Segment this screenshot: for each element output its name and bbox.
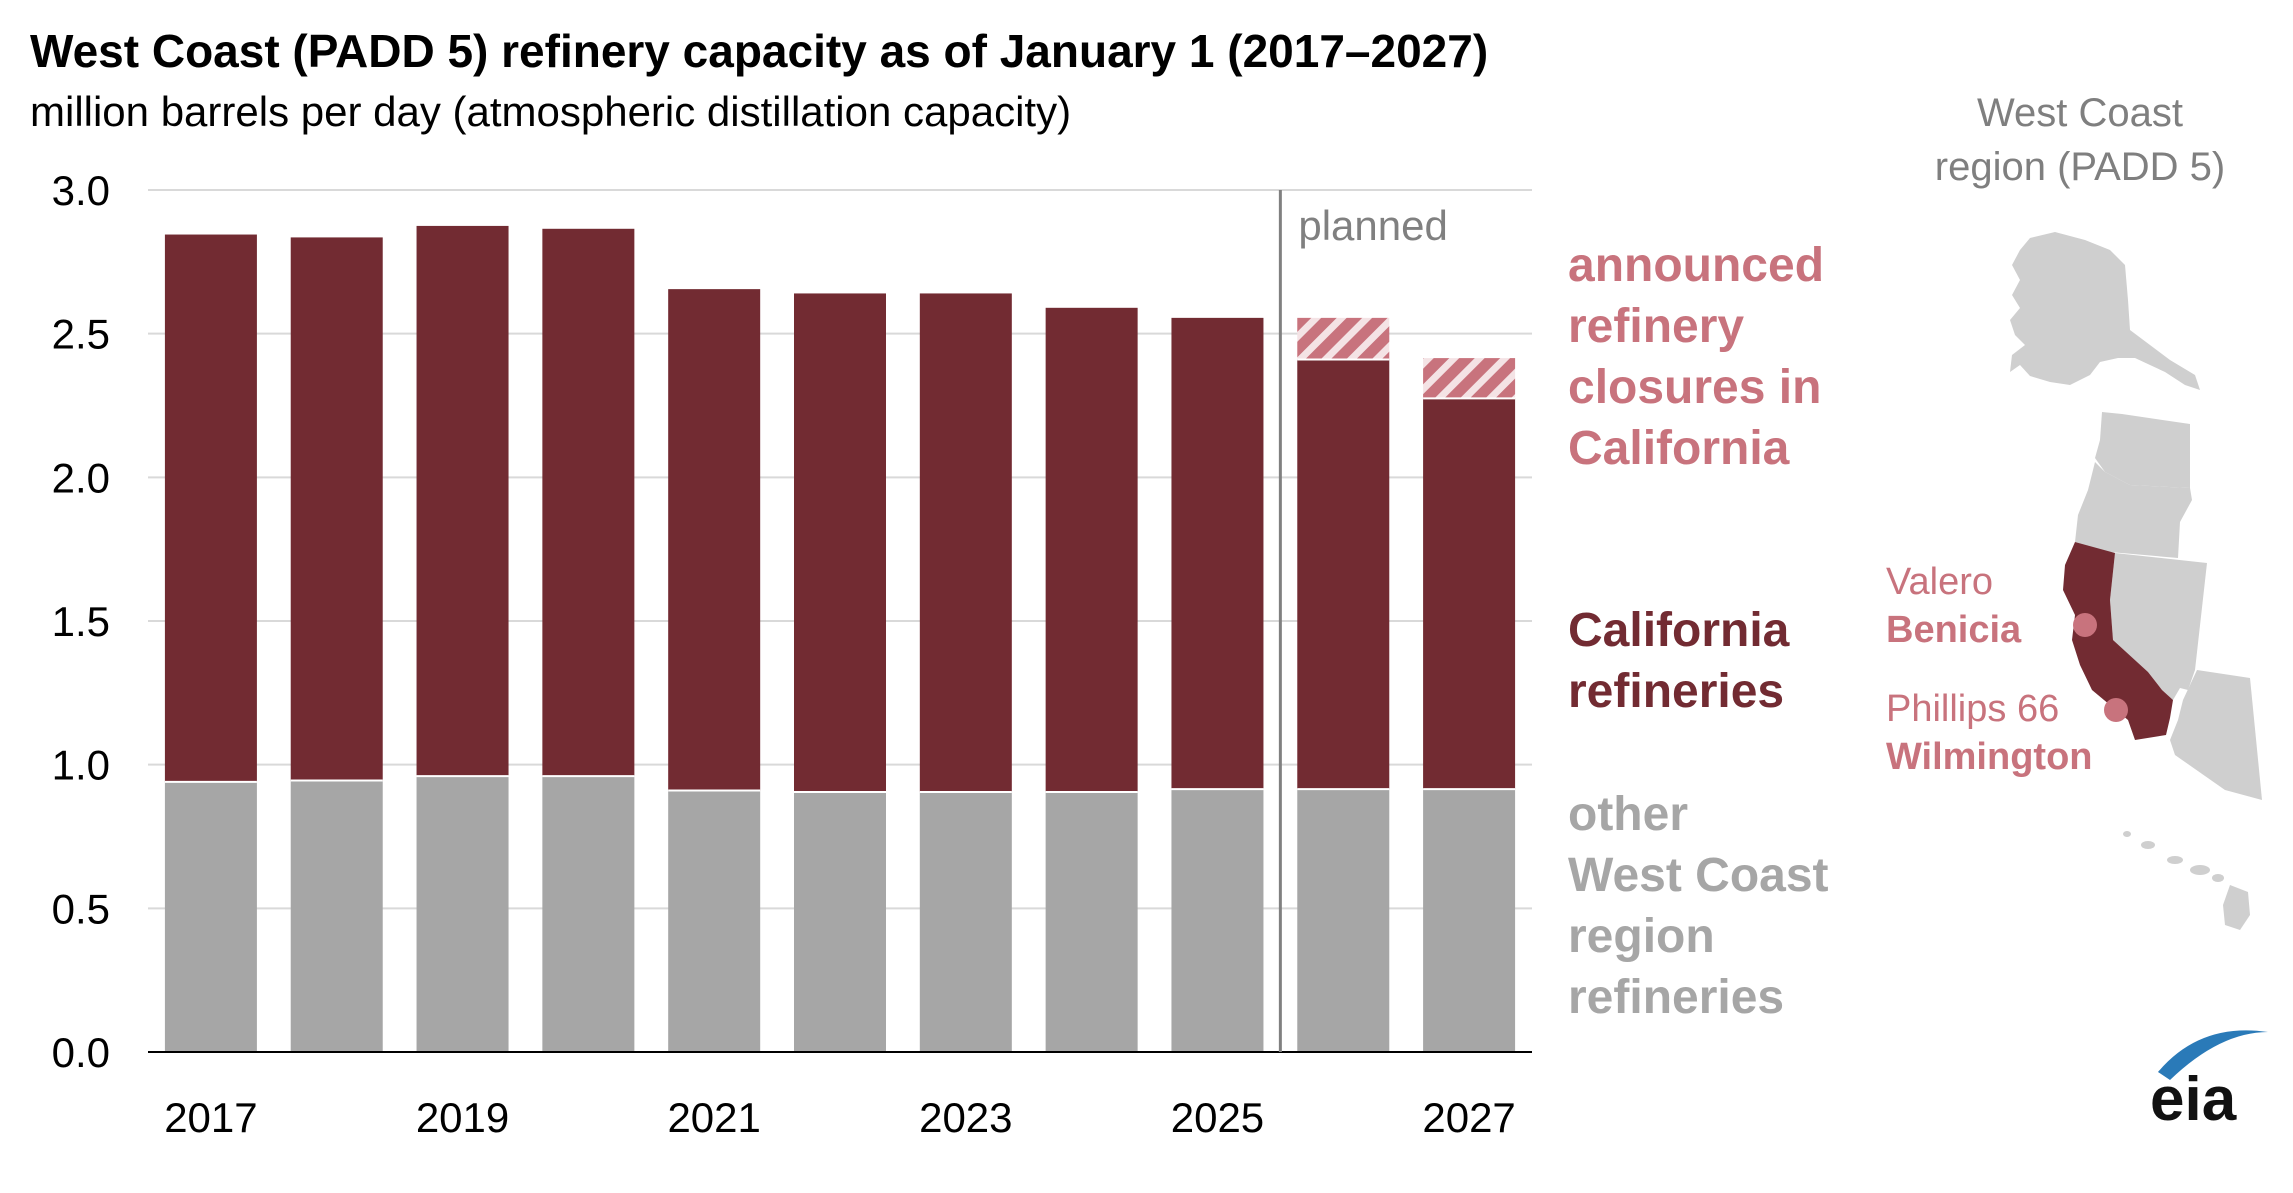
alaska-shape <box>2010 232 2200 390</box>
legend-closures-line: closures in <box>1568 361 1822 414</box>
bar-other <box>668 790 761 1052</box>
legend-closures-line: announced <box>1568 239 1825 292</box>
bar-closures <box>1423 358 1516 399</box>
bar-california <box>1297 359 1390 790</box>
bar-california <box>1171 317 1264 790</box>
bar-california <box>164 234 257 782</box>
bar-california <box>542 228 635 777</box>
legend-closures: announced refinery closures in Californi… <box>1568 235 1898 479</box>
legend-other-line: refineries <box>1568 971 1785 1024</box>
x-tick-label: 2027 <box>1422 1094 1515 1141</box>
legend-other-line: West Coast <box>1568 849 1829 902</box>
y-tick-label: 2.5 <box>52 311 110 358</box>
bar-other <box>416 776 509 1052</box>
legend-closures-line: California <box>1568 422 1790 475</box>
benicia-refinery-marker <box>2073 613 2097 637</box>
washington-shape <box>2095 412 2190 488</box>
wilmington-refinery-label: Phillips 66 Wilmington <box>1886 685 2093 781</box>
bar-closures <box>1297 317 1390 360</box>
hawaii-island <box>2167 856 2183 864</box>
bar-other <box>164 781 257 1052</box>
hawaii-island <box>2141 841 2155 849</box>
hawaii-shapes <box>2123 831 2250 930</box>
bar-chart: 0.0 0.5 1.0 1.5 2.0 2.5 3.0 2017 2019 2021 2023 202… <box>52 167 1532 1141</box>
bar-california <box>416 225 509 777</box>
oregon-shape <box>2075 462 2192 558</box>
legend-other: other West Coast region refineries <box>1568 784 1898 1028</box>
bar-california <box>668 289 761 791</box>
refinery-owner: Valero <box>1886 561 1994 603</box>
bar-california <box>1423 398 1516 790</box>
map-title-line: West Coast <box>1977 91 2183 135</box>
bar-other <box>1171 789 1264 1052</box>
map-title: West Coast region (PADD 5) <box>1880 86 2280 194</box>
y-tick-label: 3.0 <box>52 167 110 214</box>
bar-california <box>290 237 383 781</box>
bar-other <box>1297 789 1390 1052</box>
chart-title: West Coast (PADD 5) refinery capacity as… <box>30 25 1489 77</box>
y-tick-label: 1.5 <box>52 598 110 645</box>
eia-logo-swoosh <box>2158 1030 2268 1080</box>
x-tick-label: 2017 <box>164 1094 257 1141</box>
legend-other-line: region <box>1568 910 1715 963</box>
legend-closures-line: refinery <box>1568 300 1745 353</box>
eia-logo-text: eia <box>2150 1065 2237 1130</box>
legend-california-line: California <box>1568 604 1790 657</box>
planned-label: planned <box>1298 202 1447 249</box>
hawaii-island <box>2123 831 2131 837</box>
refinery-owner: Phillips 66 <box>1886 688 2060 730</box>
x-tick-label: 2023 <box>919 1094 1012 1141</box>
y-tick-label: 2.0 <box>52 454 110 501</box>
legend-california: California refineries <box>1568 600 1898 722</box>
y-tick-label: 0.5 <box>52 885 110 932</box>
x-tick-label: 2025 <box>1171 1094 1264 1141</box>
bar-other <box>290 780 383 1052</box>
bar-other <box>919 791 1012 1052</box>
bar-california <box>919 293 1012 792</box>
bar-other <box>1045 791 1138 1052</box>
chart-subtitle: million barrels per day (atmospheric dis… <box>30 88 1072 135</box>
legend-california-line: refineries <box>1568 665 1785 718</box>
x-tick-label: 2021 <box>667 1094 760 1141</box>
wilmington-refinery-marker <box>2104 698 2128 722</box>
bar-other <box>542 776 635 1052</box>
hawaii-island <box>2190 865 2210 875</box>
california-shape <box>2063 542 2173 740</box>
benicia-refinery-label: Valero Benicia <box>1886 558 2021 654</box>
x-tick-label: 2019 <box>416 1094 509 1141</box>
hawaii-island <box>2223 885 2250 930</box>
y-tick-label: 1.0 <box>52 742 110 789</box>
arizona-shape <box>2170 670 2262 800</box>
bar-other <box>794 791 886 1052</box>
bar-other <box>1423 789 1516 1052</box>
hawaii-island <box>2212 874 2224 882</box>
refinery-site: Wilmington <box>1886 736 2093 778</box>
bar-california <box>794 293 886 792</box>
bar-california <box>1045 307 1138 792</box>
y-tick-label: 0.0 <box>52 1029 110 1076</box>
nevada-shape <box>2110 553 2207 700</box>
eia-logo: eia <box>2150 1030 2268 1130</box>
refinery-site: Benicia <box>1886 609 2022 651</box>
legend-other-line: other <box>1568 788 1688 841</box>
map-title-line: region (PADD 5) <box>1934 145 2226 189</box>
